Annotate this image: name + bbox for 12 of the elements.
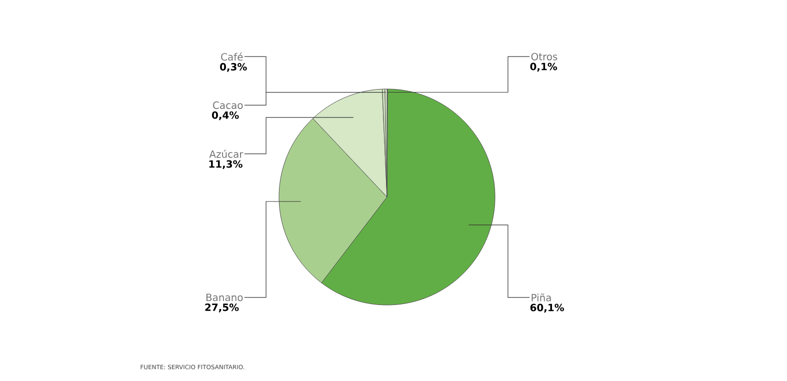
data-label: 27,5% bbox=[205, 304, 239, 312]
slice-label: Azúcar bbox=[209, 150, 244, 158]
slice-label: Piña bbox=[532, 293, 551, 302]
slice-label: Banano bbox=[206, 294, 243, 302]
data-label: 11,3% bbox=[209, 160, 242, 170]
slice-label: Cacao bbox=[213, 101, 243, 109]
data-label: 0,4% bbox=[212, 111, 239, 120]
slice-label: Café bbox=[221, 52, 243, 61]
data-label: 60,1% bbox=[530, 304, 564, 313]
data-label: 0,3% bbox=[220, 63, 247, 72]
slice-label: Otros bbox=[531, 52, 558, 60]
data-label: 0,1% bbox=[530, 62, 558, 72]
